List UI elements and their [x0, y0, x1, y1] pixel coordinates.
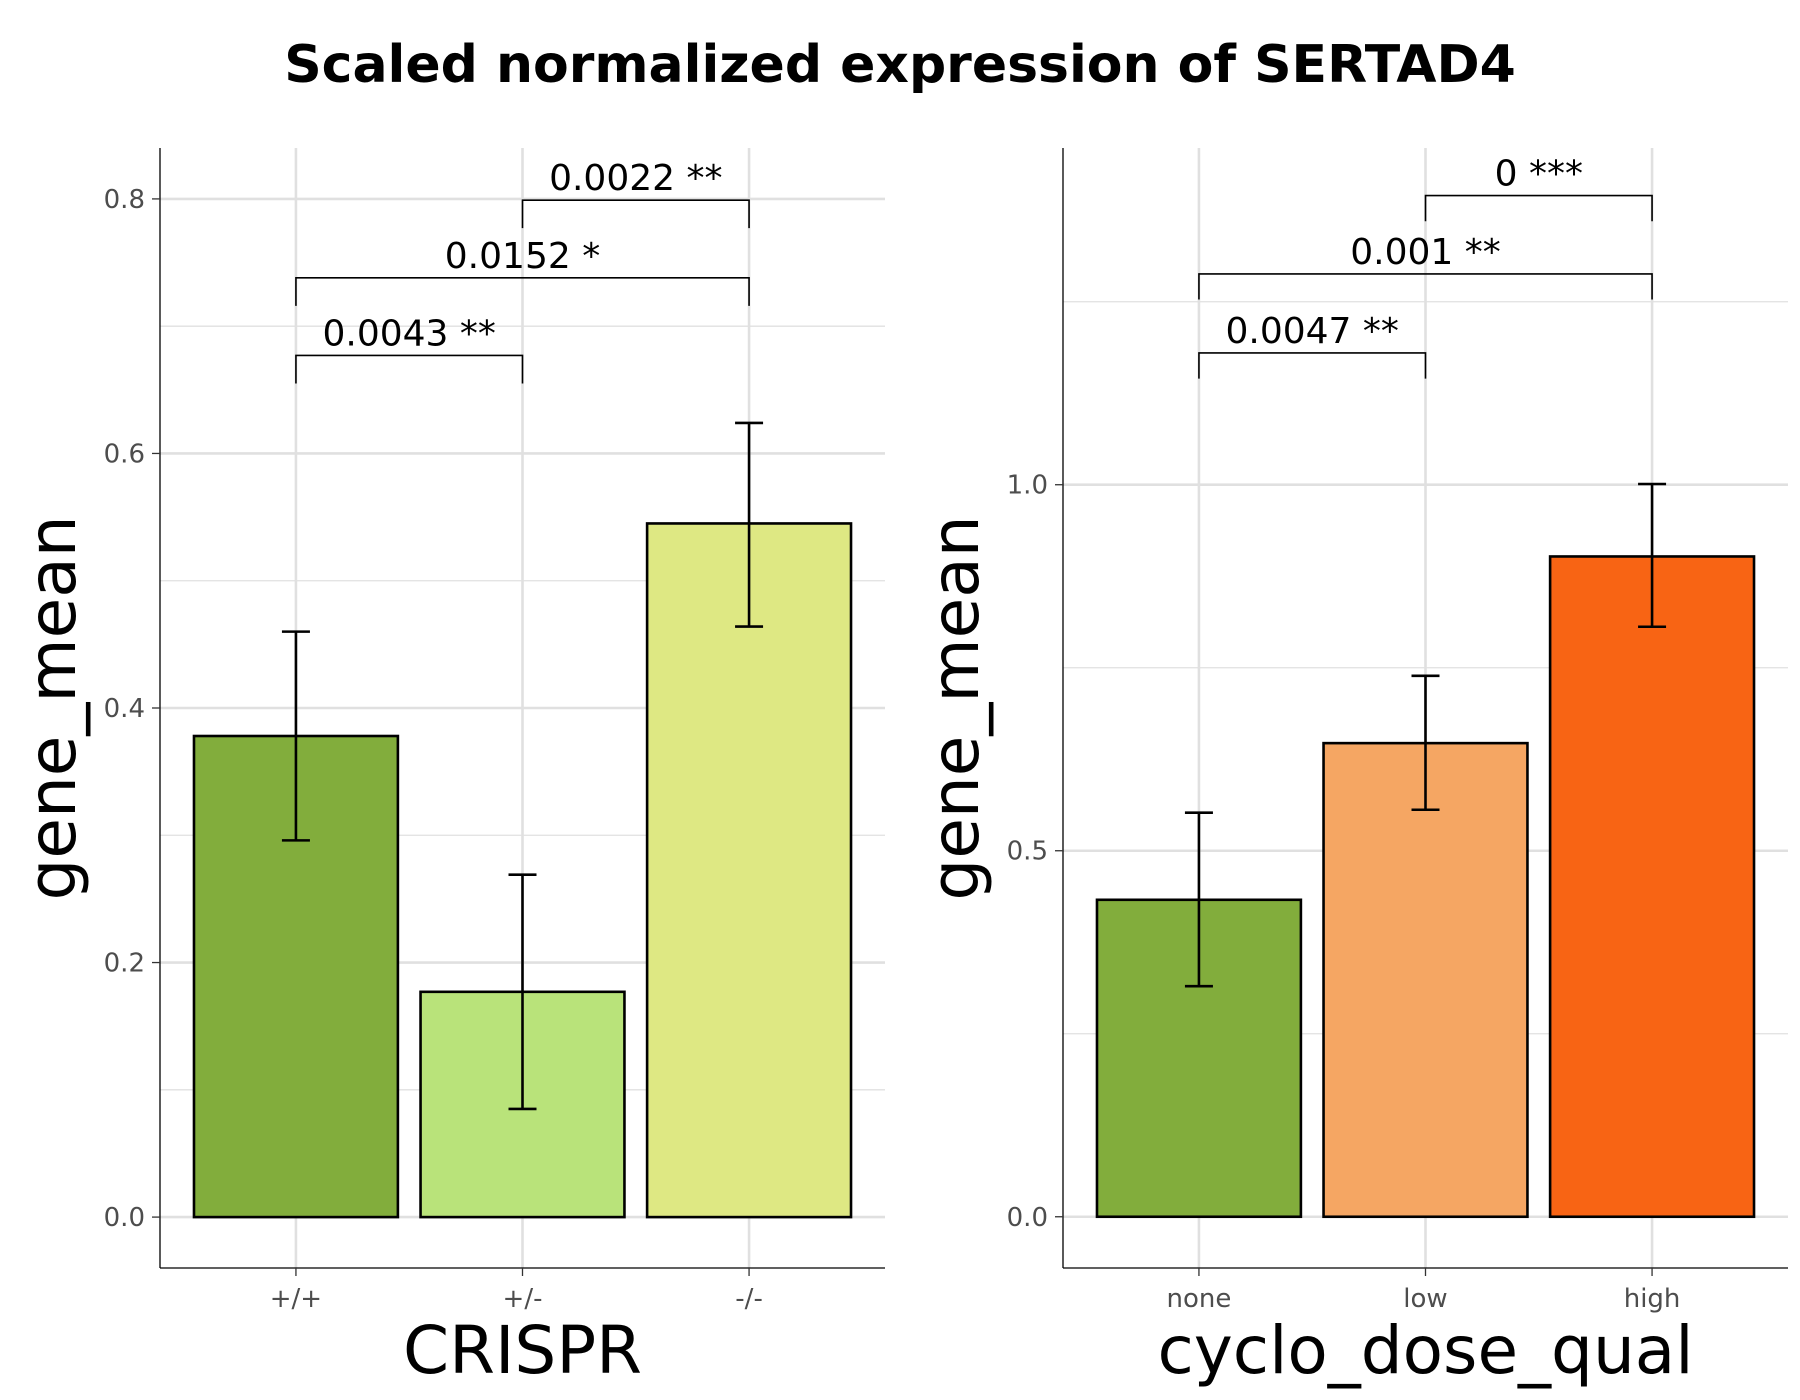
significance-bracket: [521, 199, 750, 229]
x-axis-title: CRISPR: [403, 1312, 642, 1389]
significance-label: 0 ***: [1495, 154, 1583, 195]
significance-bracket: [1198, 273, 1653, 300]
bar-high: [1548, 555, 1756, 1219]
y-tick-label: 0.8: [104, 185, 145, 215]
x-tick-label: +/-: [503, 1284, 543, 1314]
x-tick-label: high: [1624, 1284, 1681, 1314]
significance-label: 0.0047 **: [1226, 311, 1399, 352]
significance-label: 0.0022 **: [549, 158, 722, 199]
y-axis-title: gene_mean: [917, 515, 994, 900]
significance-bracket: [295, 277, 750, 306]
y-tick-label: 0.0: [104, 1203, 145, 1233]
x-tick-label: none: [1167, 1284, 1232, 1314]
y-tick-label: 0.5: [1007, 837, 1048, 867]
bar--/-: [645, 522, 853, 1219]
significance-label: 0.0043 **: [323, 313, 496, 354]
y-tick-label: 0.0: [1007, 1203, 1048, 1233]
significance-label: 0.0152 *: [445, 236, 600, 277]
bar-low: [1322, 741, 1529, 1219]
y-tick-label: 1.0: [1007, 471, 1048, 501]
y-tick-label: 0.2: [104, 949, 145, 979]
y-axis-title: gene_mean: [14, 515, 91, 900]
y-tick-label: 0.4: [104, 694, 145, 724]
x-tick-label: low: [1403, 1284, 1447, 1314]
chart-title: Scaled normalized expression of SERTAD4: [284, 35, 1516, 95]
y-tick-label: 0.6: [104, 439, 145, 469]
significance-bracket: [1424, 194, 1653, 222]
significance-bracket: [295, 354, 524, 384]
x-tick-label: +/+: [270, 1284, 322, 1314]
x-tick-label: -/-: [735, 1284, 763, 1314]
panel-cyclo-dose: 0.0047 ** 0.001 ** 0 *** 0.0 0.5 1.0 none low hi…: [917, 148, 1788, 1389]
significance-bracket: [1198, 352, 1427, 379]
x-axis-title: cyclo_dose_qual: [1157, 1312, 1693, 1389]
panel-crispr: 0.0043 ** 0.0152 * 0.0022 ** 0.0 0.2 0.4 0.6 0.…: [14, 148, 885, 1389]
significance-label: 0.001 **: [1350, 232, 1501, 273]
